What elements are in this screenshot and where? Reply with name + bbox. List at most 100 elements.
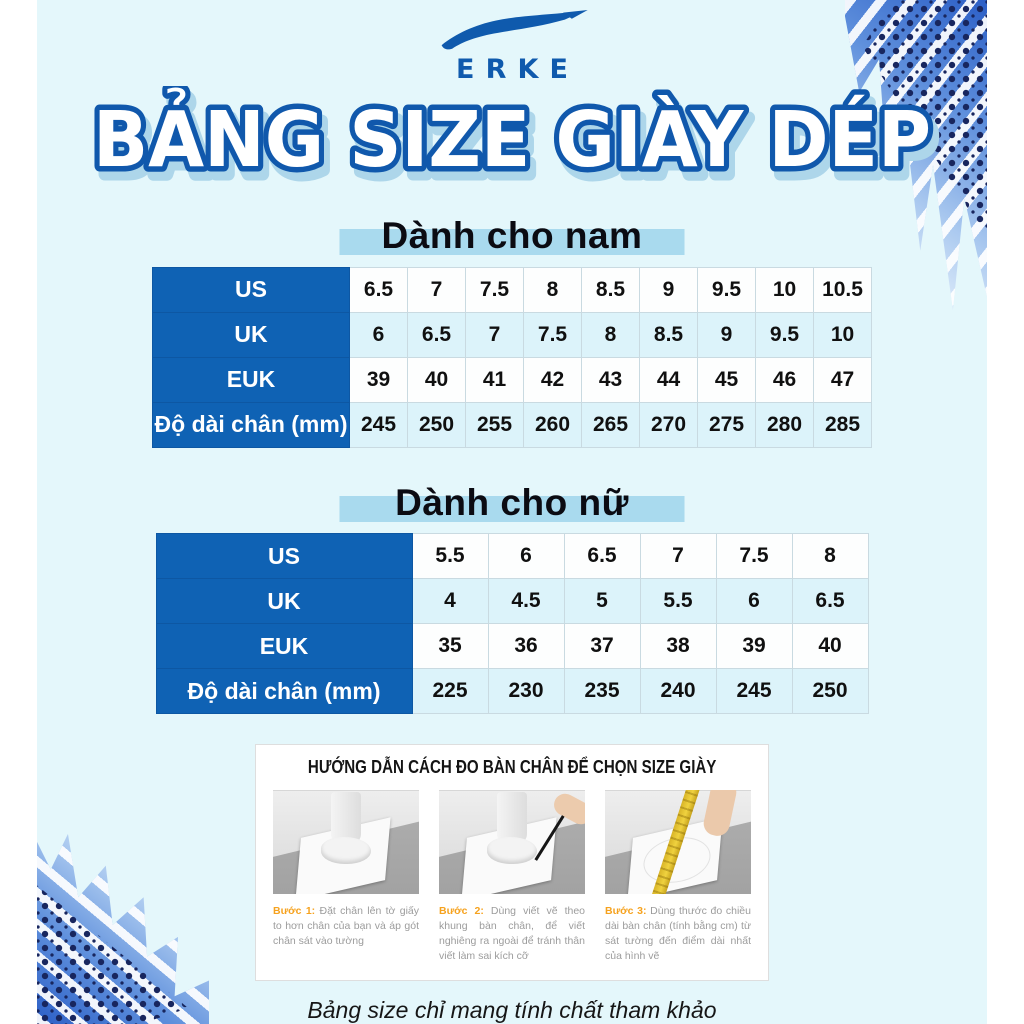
guide-photo-step1 (273, 790, 419, 895)
table-cell: 4.5 (487, 578, 565, 625)
table-cell: 275 (697, 401, 756, 448)
guide-photo-step2 (439, 790, 585, 895)
table-cell: 6.5 (407, 311, 466, 358)
photo-sock-leg (331, 792, 361, 845)
table-cell: 285 (813, 401, 872, 448)
table-row: EUK 35 36 37 38 39 40 (155, 623, 869, 670)
section-heading-women: Dành cho nữ (339, 480, 685, 526)
table-cell: 5 (563, 578, 641, 625)
photo-sock-foot (321, 837, 371, 865)
table-cell: 39 (349, 356, 408, 403)
table-cell: 7.5 (523, 311, 582, 358)
table-row: Độ dài chân (mm) 245 250 255 260 265 270… (152, 401, 872, 448)
row-label-uk: UK (155, 578, 413, 625)
table-row: US 6.5 7 7.5 8 8.5 9 9.5 10 10.5 (152, 266, 872, 313)
page-title-shadow-text: BẢNG SIZE GIÀY DÉP (98, 95, 936, 193)
table-cell: 40 (791, 623, 869, 670)
table-cell: 37 (563, 623, 641, 670)
table-cell: 10.5 (813, 266, 872, 313)
table-cell: 6.5 (563, 533, 641, 580)
disclaimer-note: Bảng size chỉ mang tính chất tham khảo (307, 997, 717, 1023)
table-cell: 8 (791, 533, 869, 580)
table-cell: 8 (581, 311, 640, 358)
table-cell: 8.5 (639, 311, 698, 358)
table-cell: 45 (697, 356, 756, 403)
table-cell: 10 (755, 266, 814, 313)
table-cell: 245 (349, 401, 408, 448)
step-caption-2: Bước 2: Dùng viết vẽ theo khung bàn chân… (439, 904, 585, 964)
men-size-table: US 6.5 7 7.5 8 8.5 9 9.5 10 10.5 UK 6 6.… (152, 266, 872, 448)
table-cell: 250 (407, 401, 466, 448)
table-cell: 8 (523, 266, 582, 313)
row-label-foot-length: Độ dài chân (mm) (152, 401, 350, 448)
table-row: EUK 39 40 41 42 43 44 45 46 47 (152, 356, 872, 403)
photo-sock-foot (487, 837, 537, 865)
row-label-foot-length: Độ dài chân (mm) (155, 668, 413, 715)
table-cell: 240 (639, 668, 717, 715)
table-cell: 260 (523, 401, 582, 448)
corner-decoration-bottom-left (37, 833, 209, 1024)
step-caption-1: Bước 1: Đặt chân lên tờ giấy to hơn chân… (273, 904, 419, 964)
guide-photo-step3 (605, 790, 751, 895)
table-cell: 9 (639, 266, 698, 313)
table-cell: 255 (465, 401, 524, 448)
table-cell: 7.5 (715, 533, 793, 580)
heading-highlight-bar (339, 229, 685, 255)
table-cell: 6 (715, 578, 793, 625)
measuring-guide-card: HƯỚNG DẪN CÁCH ĐO BÀN CHÂN ĐỂ CHỌN SIZE … (255, 744, 769, 981)
poster-canvas: ERKE BẢNG SIZE GIÀY DÉP BẢNG SIZE GIÀY D… (37, 0, 987, 1024)
guide-title: HƯỚNG DẪN CÁCH ĐO BÀN CHÂN ĐỂ CHỌN SIZE … (307, 757, 717, 778)
row-label-us: US (152, 266, 350, 313)
row-label-us: US (155, 533, 413, 580)
table-row: UK 4 4.5 5 5.5 6 6.5 (155, 578, 869, 625)
table-cell: 265 (581, 401, 640, 448)
table-cell: 43 (581, 356, 640, 403)
table-cell: 8.5 (581, 266, 640, 313)
page-title: BẢNG SIZE GIÀY DÉP BẢNG SIZE GIÀY DÉP (37, 82, 987, 200)
section-heading-men: Dành cho nam (339, 213, 685, 259)
table-cell: 250 (791, 668, 869, 715)
step-caption-3: Bước 3: Dùng thước đo chiều dài bàn chân… (605, 904, 751, 964)
table-cell: 10 (813, 311, 872, 358)
step-text: Đặt chân lên tờ giấy to hơn chân của bạn… (273, 905, 419, 948)
step-label: Bước 3: (605, 905, 647, 918)
guide-step-captions: Bước 1: Đặt chân lên tờ giấy to hơn chân… (273, 904, 751, 964)
table-row: US 5.5 6 6.5 7 7.5 8 (155, 533, 869, 580)
row-label-euk: EUK (152, 356, 350, 403)
erke-wordmark: ERKE (456, 54, 568, 84)
table-cell: 9.5 (755, 311, 814, 358)
table-cell: 7 (407, 266, 466, 313)
table-cell: 5.5 (639, 578, 717, 625)
table-cell: 280 (755, 401, 814, 448)
table-cell: 39 (715, 623, 793, 670)
table-cell: 47 (813, 356, 872, 403)
step-text: Dùng thước đo chiều dài bàn chân (tính b… (605, 905, 751, 963)
table-row: Độ dài chân (mm) 225 230 235 240 245 250 (155, 668, 869, 715)
table-cell: 6 (487, 533, 565, 580)
table-cell: 4 (411, 578, 489, 625)
table-cell: 42 (523, 356, 582, 403)
step-label: Bước 2: (439, 905, 484, 918)
table-cell: 9.5 (697, 266, 756, 313)
table-cell: 5.5 (411, 533, 489, 580)
table-cell: 230 (487, 668, 565, 715)
table-cell: 6 (349, 311, 408, 358)
row-label-uk: UK (152, 311, 350, 358)
table-cell: 6.5 (791, 578, 869, 625)
table-cell: 40 (407, 356, 466, 403)
table-cell: 7 (465, 311, 524, 358)
page-title-text: BẢNG SIZE GIÀY DÉP (93, 87, 931, 185)
table-cell: 270 (639, 401, 698, 448)
step-label: Bước 1: (273, 905, 316, 918)
table-cell: 9 (697, 311, 756, 358)
table-cell: 41 (465, 356, 524, 403)
women-size-table: US 5.5 6 6.5 7 7.5 8 UK 4 4.5 5 5.5 6 6.… (155, 533, 869, 715)
erke-logo: ERKE (432, 10, 592, 84)
section-heading-women-text: Dành cho nữ (395, 481, 629, 523)
table-cell: 38 (639, 623, 717, 670)
table-cell: 35 (411, 623, 489, 670)
heading-highlight-bar (339, 495, 685, 522)
section-heading-men-text: Dành cho nam (381, 214, 643, 256)
table-cell: 6.5 (349, 266, 408, 313)
